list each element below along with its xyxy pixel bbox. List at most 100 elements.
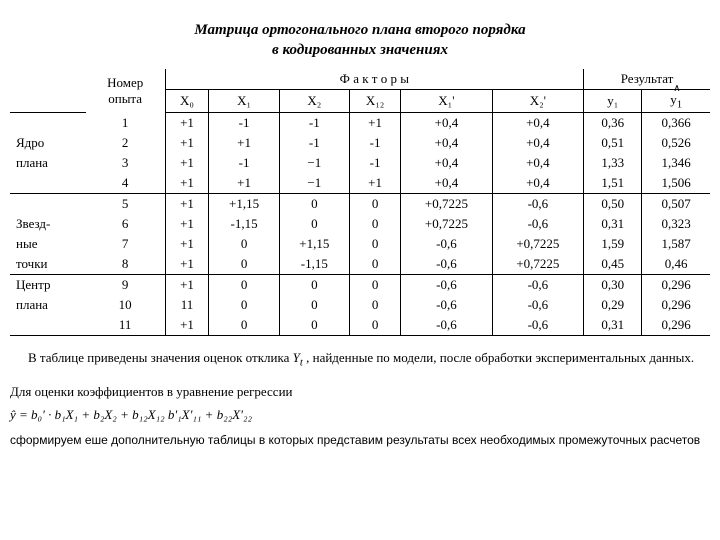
col-x2p: X₂' [492,89,583,113]
col-x1p: X₁' [401,89,492,113]
table-row: ные7+10+1,150-0,6+0,72251,591,587 [10,234,710,254]
cell-x0: +1 [165,173,209,194]
table-row: плана1011000-0,6-0,60,290,296 [10,295,710,315]
cell-x12: 0 [349,214,400,234]
cell-x12: 0 [349,234,400,254]
cell-x0: +1 [165,315,209,336]
cell-yhat: 0,323 [642,214,710,234]
cell-x12: 0 [349,275,400,296]
cell-x2: −1 [279,173,349,194]
cell-x2p: -0,6 [492,194,583,215]
table-row: 1+1-1-1+1+0,4+0,40,360,366 [10,113,710,134]
result-header: Результат [584,69,710,90]
cell-x1p: -0,6 [401,295,492,315]
cell-y: 0,36 [584,113,642,134]
cell-x12: 0 [349,254,400,275]
cell-n: 5 [86,194,165,215]
row-group-label [10,173,86,194]
cell-x2p: +0,7225 [492,234,583,254]
title-line1: Матрица ортогонального плана второго пор… [194,22,525,38]
cell-x1p: +0,4 [401,173,492,194]
row-group-label: Ядро [10,133,86,153]
page-title: Матрица ортогонального плана второго пор… [10,20,710,61]
cell-x2: -1 [279,133,349,153]
cell-x2p: -0,6 [492,275,583,296]
cell-yhat: 0,526 [642,133,710,153]
cell-yhat: 0,507 [642,194,710,215]
cell-x2: 0 [279,315,349,336]
table-row: 4+1+1−1+1+0,4+0,41,511,506 [10,173,710,194]
cell-x2p: +0,4 [492,173,583,194]
col-x2: X₂ [279,89,349,113]
cell-x2: 0 [279,214,349,234]
cell-x1p: +0,4 [401,133,492,153]
cell-x2p: -0,6 [492,295,583,315]
cell-y: 0,45 [584,254,642,275]
col-exp-no: Номеропыта [86,69,165,113]
table-row: Центр9+1000-0,6-0,60,300,296 [10,275,710,296]
factors-header: Ф а к т о р ы [165,69,584,90]
paragraph-1: В таблице приведены значения оценок откл… [10,350,710,370]
cell-x1: +1,15 [209,194,279,215]
table-row: 11+1000-0,6-0,60,310,296 [10,315,710,336]
cell-x1p: +0,4 [401,113,492,134]
cell-y: 0,51 [584,133,642,153]
cell-x12: +1 [349,113,400,134]
cell-x1p: +0,7225 [401,194,492,215]
cell-x1p: -0,6 [401,254,492,275]
row-group-label: плана [10,153,86,173]
cell-x1: 0 [209,295,279,315]
cell-x2p: +0,7225 [492,254,583,275]
cell-n: 3 [86,153,165,173]
cell-yhat: 1,587 [642,234,710,254]
cell-y: 1,51 [584,173,642,194]
cell-x1: 0 [209,275,279,296]
cell-x12: 0 [349,194,400,215]
row-group-label: Центр [10,275,86,296]
cell-x2: -1,15 [279,254,349,275]
cell-n: 8 [86,254,165,275]
cell-yhat: 1,506 [642,173,710,194]
cell-y: 0,30 [584,275,642,296]
row-group-label [10,113,86,134]
cell-x2p: +0,4 [492,153,583,173]
notes-paragraph: сформируем еше дополнительную таблицы в … [10,433,710,447]
cell-x12: 0 [349,295,400,315]
cell-x1: 0 [209,315,279,336]
cell-x1: 0 [209,254,279,275]
cell-x2p: +0,4 [492,133,583,153]
cell-n: 2 [86,133,165,153]
col-x0: X₀ [165,89,209,113]
cell-x2p: -0,6 [492,214,583,234]
cell-x0: 11 [165,295,209,315]
col-x1: X₁ [209,89,279,113]
cell-x2: 0 [279,194,349,215]
row-group-label: Звезд- [10,214,86,234]
cell-x12: -1 [349,133,400,153]
cell-x1p: +0,7225 [401,214,492,234]
cell-yhat: 0,296 [642,275,710,296]
cell-n: 7 [86,234,165,254]
table-row: Звезд-6+1-1,1500+0,7225-0,60,310,323 [10,214,710,234]
cell-x1: -1 [209,153,279,173]
cell-x2: −1 [279,153,349,173]
cell-n: 11 [86,315,165,336]
cell-y: 0,31 [584,214,642,234]
col-yhat: ∧y1 [642,89,710,113]
cell-x1: -1 [209,113,279,134]
cell-x0: +1 [165,133,209,153]
cell-x0: +1 [165,214,209,234]
cell-x1p: -0,6 [401,315,492,336]
cell-x2: -1 [279,113,349,134]
cell-x12: 0 [349,315,400,336]
row-group-label [10,194,86,215]
cell-x1p: -0,6 [401,234,492,254]
matrix-table: Номеропыта Ф а к т о р ы Результат X₀ X₁… [10,69,710,337]
cell-x1: +1 [209,173,279,194]
cell-yhat: 0,296 [642,315,710,336]
cell-x12: +1 [349,173,400,194]
cell-n: 4 [86,173,165,194]
row-group-label: ные [10,234,86,254]
row-group-label: точки [10,254,86,275]
row-group-label: плана [10,295,86,315]
